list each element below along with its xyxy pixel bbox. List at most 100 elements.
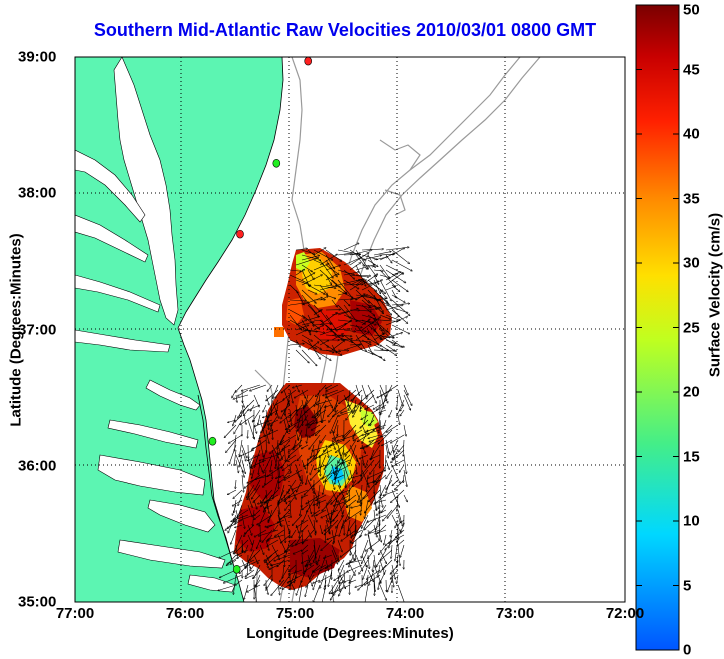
velocity-vector (313, 584, 321, 602)
velocity-vector (325, 275, 336, 281)
velocity-vector (296, 404, 309, 411)
velocity-vector (367, 384, 376, 403)
velocity-vector (383, 419, 387, 429)
velocity-vector (289, 309, 305, 318)
velocity-vector (289, 344, 304, 346)
velocity-vector (259, 429, 279, 439)
velocity-vector (247, 524, 252, 535)
velocity-vector (319, 284, 327, 295)
velocity-vector (244, 474, 261, 488)
velocity-vector (229, 444, 237, 464)
velocity-vector (363, 484, 375, 499)
velocity-vector (376, 399, 387, 410)
velocity-vector (281, 424, 291, 443)
velocity-vector (316, 509, 327, 516)
velocity-vector (313, 544, 321, 562)
velocity-vector (367, 514, 387, 522)
velocity-vector (271, 449, 278, 469)
velocity-vector (371, 444, 381, 459)
velocity-vector (279, 514, 291, 519)
velocity-vector (399, 464, 405, 472)
velocity-vector (394, 444, 399, 452)
velocity-vector (391, 489, 405, 503)
velocity-vector (252, 484, 261, 499)
velocity-vector (349, 253, 368, 266)
velocity-vector (298, 409, 303, 428)
velocity-vector (373, 334, 394, 338)
velocity-vector (278, 489, 285, 504)
velocity-vector (234, 539, 249, 554)
velocity-vector (350, 569, 357, 582)
velocity-vector (391, 564, 395, 579)
velocity-vector (229, 434, 243, 443)
velocity-vector (337, 304, 350, 318)
velocity-vector (292, 484, 303, 490)
velocity-vector (319, 340, 329, 346)
velocity-vector (235, 479, 236, 489)
velocity-vector (301, 319, 311, 335)
velocity-vector (325, 514, 328, 522)
velocity-vector (379, 534, 381, 542)
velocity-vector (380, 419, 381, 429)
velocity-vector (236, 394, 237, 402)
velocity-vector (233, 509, 249, 520)
velocity-vector (397, 509, 403, 526)
velocity-vector (301, 564, 309, 582)
velocity-vector (342, 509, 345, 517)
velocity-vector (377, 389, 393, 398)
velocity-vector (343, 304, 357, 322)
velocity-vector (264, 574, 273, 585)
velocity-vector (403, 394, 410, 410)
velocity-vector (281, 399, 291, 419)
velocity-vector (280, 454, 285, 461)
velocity-vector (343, 272, 359, 276)
velocity-vector (313, 249, 333, 260)
velocity-vector (327, 489, 339, 504)
velocity-vector (283, 494, 286, 504)
velocity-vector (344, 449, 351, 454)
velocity-vector (241, 384, 261, 391)
velocity-vector (337, 279, 353, 298)
velocity-vector (374, 509, 375, 520)
velocity-vector (325, 274, 331, 285)
velocity-vector (334, 474, 345, 479)
y-tick-label: 36:00 (18, 457, 57, 475)
velocity-vector (239, 449, 255, 457)
velocity-vector (313, 264, 329, 271)
plot-frame (74, 56, 626, 603)
velocity-vector (355, 294, 365, 301)
velocity-vector (277, 509, 291, 523)
velocity-vector (349, 249, 365, 260)
velocity-vector (275, 384, 285, 398)
velocity-vector (339, 579, 351, 583)
velocity-vector (292, 514, 303, 525)
velocity-vector (384, 534, 387, 545)
velocity-vector (258, 414, 261, 425)
velocity-vector (304, 564, 315, 572)
station-marker (272, 158, 281, 168)
velocity-vector (373, 314, 383, 334)
velocity-vector (320, 569, 327, 588)
velocity-vector (241, 449, 246, 461)
velocity-vector (395, 479, 405, 490)
velocity-vector (362, 514, 369, 528)
velocity-vector (299, 434, 303, 446)
velocity-vector (392, 454, 399, 459)
velocity-vector (391, 324, 409, 334)
colorbar-tick-label: 45 (683, 61, 700, 78)
velocity-vector (325, 564, 333, 568)
velocity-vector (295, 524, 299, 533)
velocity-vector (374, 474, 381, 482)
velocity-vector (352, 479, 363, 487)
velocity-vector (337, 293, 347, 296)
velocity-vector (373, 319, 390, 338)
velocity-vector (241, 474, 244, 492)
velocity-vector (349, 484, 350, 501)
velocity-vector (397, 494, 399, 511)
velocity-vector (325, 249, 342, 261)
velocity-vectors (218, 243, 412, 602)
velocity-vector (239, 439, 243, 456)
velocity-vector (301, 264, 312, 272)
velocity-vector (351, 549, 357, 562)
velocity-vector (224, 424, 237, 438)
